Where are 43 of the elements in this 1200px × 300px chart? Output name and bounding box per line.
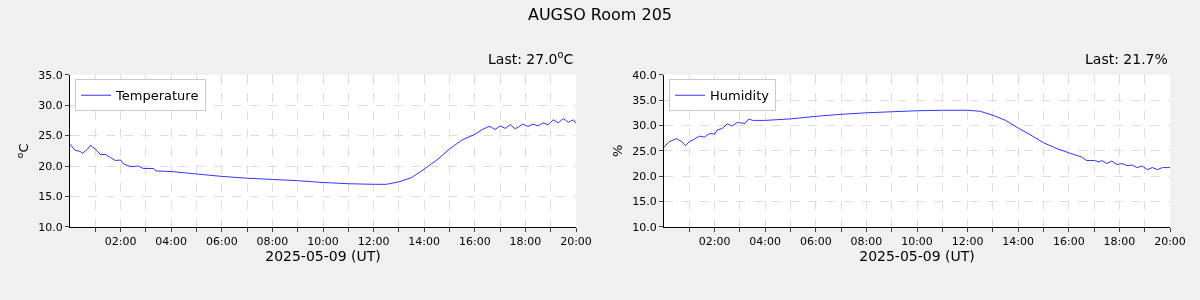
x-tick-label: 16:00 <box>1052 235 1085 249</box>
x-tick-label: 06:00 <box>205 235 238 249</box>
x-tick-label: 20:00 <box>1154 235 1186 249</box>
legend-label: Temperature <box>115 88 199 104</box>
x-axis-title: 2025-05-09 (UT) <box>859 248 975 265</box>
line-series <box>664 109 1170 171</box>
chart-subtitle: Last: 27.0$^{o}$C <box>488 49 574 67</box>
x-tick-label: 14:00 <box>408 235 441 249</box>
x-tick-label: 10:00 <box>901 235 933 249</box>
x-tick-label: 12:00 <box>951 235 984 249</box>
y-tick-label: 30.0 <box>632 119 657 133</box>
x-axis-title: 2025-05-09 (UT) <box>265 248 381 265</box>
y-tick-label: 35.0 <box>632 93 657 107</box>
x-tick-label: 18:00 <box>509 235 542 249</box>
x-tick-label: 18:00 <box>1103 235 1136 249</box>
y-tick-label: 20.0 <box>38 159 63 173</box>
line-series <box>70 118 576 185</box>
x-tick-label: 12:00 <box>357 235 390 249</box>
x-tick-label: 06:00 <box>799 235 832 249</box>
legend-label: Humidity <box>710 88 770 104</box>
x-tick-label: 02:00 <box>698 235 731 249</box>
y-tick-label: 15.0 <box>632 195 657 209</box>
y-axis-title: % <box>610 144 626 158</box>
y-tick-label: 25.0 <box>38 129 63 143</box>
x-tick-label: 08:00 <box>850 235 883 249</box>
y-tick-label: 20.0 <box>632 170 657 184</box>
y-tick-label: 10.0 <box>38 220 63 234</box>
y-tick-label: 10.0 <box>632 220 657 234</box>
chart-title: AUGSO Room 205 <box>527 5 673 25</box>
x-tick-label: 14:00 <box>1002 235 1035 249</box>
x-tick-label: 08:00 <box>256 235 289 249</box>
x-tick-label: 20:00 <box>560 235 592 249</box>
y-tick-label: 15.0 <box>38 190 63 204</box>
x-tick-label: 04:00 <box>749 235 782 249</box>
chart-subtitle: Last: 21.7% <box>1085 51 1168 67</box>
x-tick-label: 10:00 <box>307 235 339 249</box>
y-tick-label: 30.0 <box>38 99 63 113</box>
x-tick-label: 04:00 <box>155 235 188 249</box>
y-tick-label: 40.0 <box>632 68 657 82</box>
y-tick-label: 25.0 <box>632 144 657 158</box>
x-tick-label: 02:00 <box>104 235 137 249</box>
y-tick-label: 35.0 <box>38 68 63 82</box>
x-tick-label: 16:00 <box>458 235 491 249</box>
